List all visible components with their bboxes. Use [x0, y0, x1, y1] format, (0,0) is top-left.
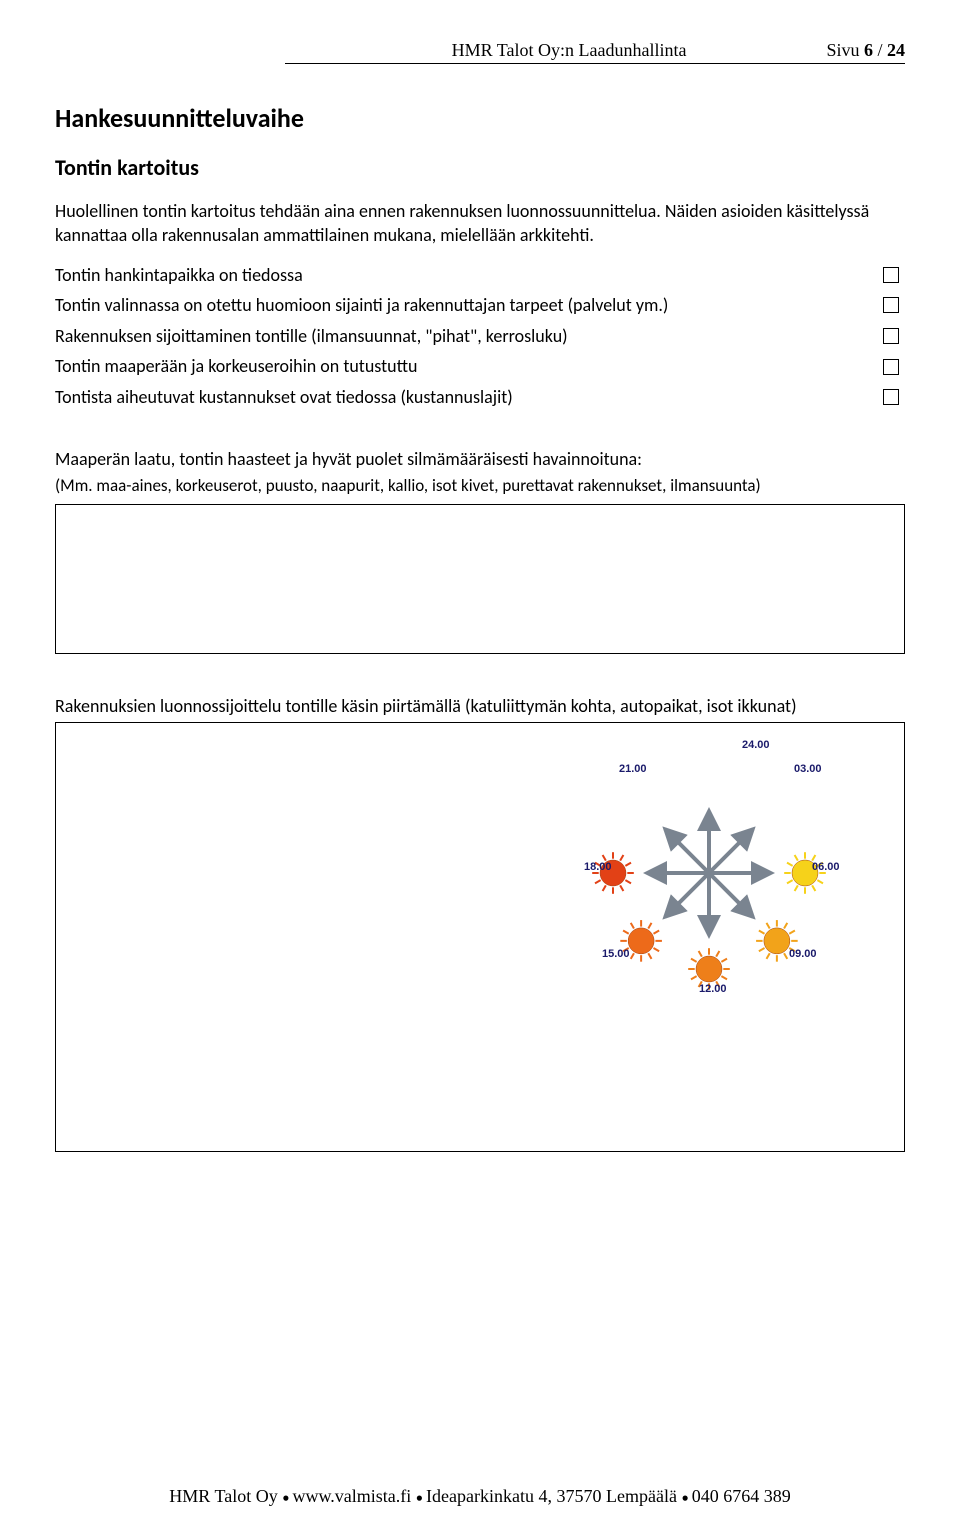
page-footer: HMR Talot Oy ● www.valmista.fi ● Ideapar… — [0, 1486, 960, 1507]
checkbox[interactable] — [883, 297, 899, 313]
sun-icon — [784, 852, 826, 894]
checklist-row: Tontin hankintapaikka on tiedossa — [55, 260, 905, 291]
checklist-label: Tontin hankintapaikka on tiedossa — [55, 260, 303, 291]
intro-paragraph: Huolellinen tontin kartoitus tehdään ain… — [55, 199, 905, 248]
section2-note: (Mm. maa-aines, korkeuserot, puusto, naa… — [55, 475, 905, 498]
compass-diagram: 24.00 03.00 06.00 09.00 12.00 15.00 18.00 21.00 — [504, 733, 864, 1033]
compass-arrow — [709, 873, 753, 917]
compass-time-label: 21.00 — [619, 763, 647, 775]
section2-title: Maaperän laatu, tontin haasteet ja hyvät… — [55, 447, 905, 471]
compass-svg — [504, 733, 864, 1033]
section3-title: Rakennuksien luonnossijoittelu tontille … — [55, 694, 905, 718]
footer-url: www.valmista.fi — [292, 1486, 411, 1506]
compass-time-label: 06.00 — [812, 861, 840, 873]
page-header: HMR Talot Oy:n Laadunhallinta Sivu 6 / 2… — [285, 40, 905, 64]
checklist-row: Rakennuksen sijoittaminen tontille (ilma… — [55, 321, 905, 352]
footer-phone: 040 6764 389 — [692, 1486, 791, 1506]
compass-time-label: 15.00 — [602, 948, 630, 960]
heading-sub: Tontin kartoitus — [55, 154, 905, 181]
checklist-label: Tontista aiheutuvat kustannukset ovat ti… — [55, 382, 513, 413]
checkbox[interactable] — [883, 328, 899, 344]
checklist-label: Rakennuksen sijoittaminen tontille (ilma… — [55, 321, 568, 352]
header-title: HMR Talot Oy:n Laadunhallinta — [452, 40, 687, 61]
compass-time-label: 18.00 — [584, 861, 612, 873]
checkbox[interactable] — [883, 267, 899, 283]
compass-time-label: 24.00 — [742, 739, 770, 751]
checklist-label: Tontin maaperään ja korkeuseroihin on tu… — [55, 351, 418, 382]
footer-company: HMR Talot Oy — [169, 1486, 277, 1506]
heading-main: Hankesuunnitteluvaihe — [55, 102, 905, 134]
compass-arrow — [665, 873, 709, 917]
footer-address: Ideaparkinkatu 4, 37570 Lempäälä — [426, 1486, 677, 1506]
sun-icon — [592, 852, 634, 894]
checkbox[interactable] — [883, 359, 899, 375]
checklist-row: Tontista aiheutuvat kustannukset ovat ti… — [55, 382, 905, 413]
header-page: Sivu 6 / 24 — [826, 40, 905, 61]
checklist-row: Tontin valinnassa on otettu huomioon sij… — [55, 290, 905, 321]
checklist: Tontin hankintapaikka on tiedossaTontin … — [55, 260, 905, 413]
checklist-row: Tontin maaperään ja korkeuseroihin on tu… — [55, 351, 905, 382]
checkbox[interactable] — [883, 389, 899, 405]
compass-time-label: 03.00 — [794, 763, 822, 775]
checklist-label: Tontin valinnassa on otettu huomioon sij… — [55, 290, 668, 321]
compass-time-label: 12.00 — [699, 983, 727, 995]
sketch-box[interactable]: 24.00 03.00 06.00 09.00 12.00 15.00 18.00 21.00 — [55, 722, 905, 1152]
compass-arrow — [665, 829, 709, 873]
compass-arrow — [709, 829, 753, 873]
compass-time-label: 09.00 — [789, 948, 817, 960]
notes-textbox[interactable] — [55, 504, 905, 654]
